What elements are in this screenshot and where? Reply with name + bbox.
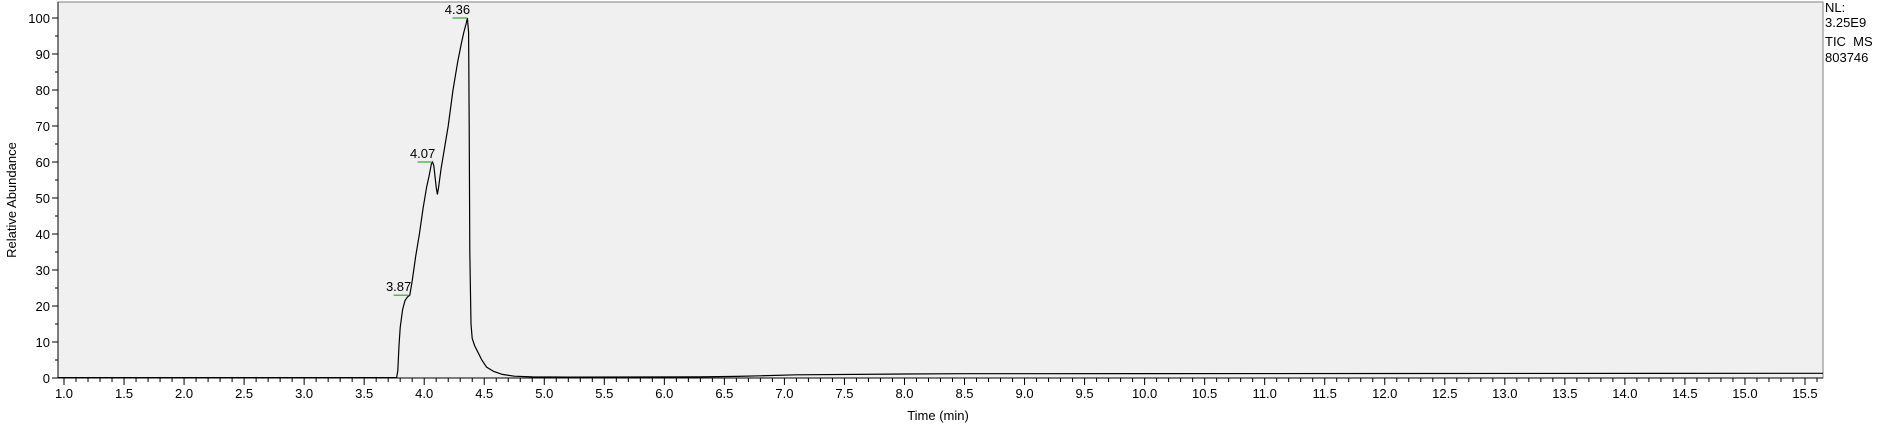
- nl-value: 3.25E9: [1825, 15, 1867, 30]
- y-tick-label: 40: [36, 227, 50, 242]
- x-tick-label: 12.0: [1372, 386, 1397, 401]
- y-tick-label: 50: [36, 191, 50, 206]
- x-axis-title: Time (min): [907, 408, 969, 423]
- x-tick-label: 13.5: [1552, 386, 1577, 401]
- x-tick-label: 7.5: [835, 386, 853, 401]
- peak-label: 3.87: [386, 279, 411, 294]
- y-tick-label: 80: [36, 83, 50, 98]
- x-tick-label: 2.0: [175, 386, 193, 401]
- y-tick-label: 90: [36, 47, 50, 62]
- x-tick-label: 6.5: [715, 386, 733, 401]
- x-tick-label: 11.5: [1313, 386, 1337, 401]
- x-tick-label: 3.5: [355, 386, 373, 401]
- peak-labels: 4.36 4.07 3.87: [386, 2, 470, 296]
- y-tick-label: 100: [28, 11, 50, 26]
- x-tick-label: 8.0: [895, 386, 913, 401]
- x-tick-label: 6.0: [655, 386, 673, 401]
- x-tick-label: 1.0: [55, 386, 73, 401]
- y-axis-title: Relative Abundance: [4, 142, 19, 258]
- tic-trace-line: [58, 17, 1824, 379]
- nl-label: NL:: [1825, 0, 1846, 15]
- peak-label: 4.36: [445, 2, 470, 17]
- x-tick-label: 13.0: [1492, 386, 1517, 401]
- y-tick-label: 10: [36, 335, 50, 350]
- file-label: 803746: [1825, 50, 1869, 65]
- y-tick-label: 30: [36, 263, 50, 278]
- filter-label: TIC MS: [1825, 34, 1873, 49]
- y-tick-label: 20: [36, 299, 50, 314]
- y-tick-label: 60: [36, 155, 50, 170]
- x-tick-label: 3.0: [295, 386, 313, 401]
- x-tick-label: 10.5: [1192, 386, 1217, 401]
- y-tick-label: 70: [36, 119, 50, 134]
- plot-area: [57, 1, 1824, 379]
- x-axis: 1.0 1.5 2.0 2.5 3.0 3.5 4.0 4.5 5.0 5.5 6.0 6.5 7.0 7…: [55, 377, 1823, 401]
- x-tick-label: 4.0: [415, 386, 433, 401]
- x-tick-label: 9.5: [1076, 386, 1094, 401]
- peak-label: 4.07: [410, 146, 435, 161]
- x-tick-label: 14.5: [1672, 386, 1697, 401]
- x-tick-label: 10.0: [1132, 386, 1157, 401]
- x-tick-label: 7.0: [775, 386, 793, 401]
- x-tick-label: 8.5: [955, 386, 973, 401]
- x-tick-label: 5.0: [535, 386, 553, 401]
- x-tick-label: 4.5: [475, 386, 493, 401]
- x-tick-label: 11.0: [1253, 386, 1277, 401]
- x-tick-label: 5.5: [595, 386, 613, 401]
- x-tick-label: 1.5: [115, 386, 133, 401]
- x-tick-label: 9.0: [1016, 386, 1034, 401]
- y-axis: 0 10 20 30 40 50 60 70 80 90 100: [28, 2, 59, 386]
- x-tick-label: 12.5: [1432, 386, 1457, 401]
- y-tick-label: 0: [43, 371, 50, 386]
- x-tick-label: 14.0: [1612, 386, 1637, 401]
- x-tick-label: 15.5: [1792, 386, 1817, 401]
- x-tick-label: 15.0: [1732, 386, 1757, 401]
- x-tick-label: 2.5: [235, 386, 253, 401]
